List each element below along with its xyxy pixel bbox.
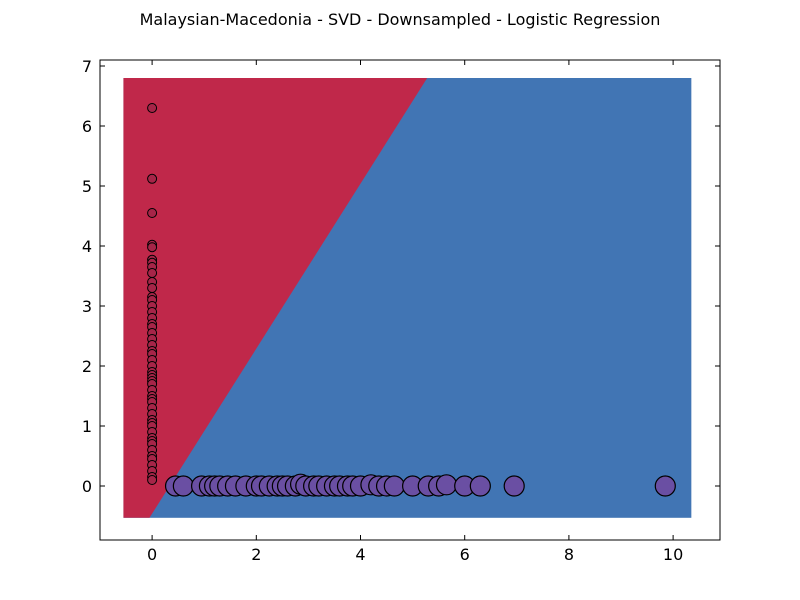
class-a-point bbox=[147, 242, 158, 253]
class-a-point bbox=[147, 173, 158, 184]
class-b-point bbox=[654, 475, 676, 497]
class-a-point bbox=[147, 283, 158, 293]
class-b-point bbox=[435, 474, 458, 496]
class-b-point bbox=[503, 475, 525, 497]
y-tick-label: 0 bbox=[82, 477, 92, 496]
y-tick-label: 1 bbox=[82, 417, 92, 436]
y-tick-label: 7 bbox=[82, 57, 92, 76]
class-a-point bbox=[147, 268, 158, 278]
class-b-points bbox=[164, 473, 676, 497]
y-tick-label: 2 bbox=[82, 357, 92, 376]
region-class-a bbox=[123, 78, 428, 518]
plot-frame bbox=[99, 59, 721, 541]
x-tick-label: 10 bbox=[663, 545, 683, 564]
class-a-point bbox=[147, 103, 158, 113]
y-tick-label: 5 bbox=[82, 177, 92, 196]
x-tick-label: 2 bbox=[251, 545, 261, 564]
x-tick-label: 4 bbox=[355, 545, 365, 564]
class-a-point bbox=[147, 208, 158, 218]
class-b-point bbox=[383, 475, 405, 497]
chart-title: Malaysian-Macedonia - SVD - Downsampled … bbox=[139, 10, 661, 29]
x-tick-label: 8 bbox=[564, 545, 574, 564]
y-tick-label: 6 bbox=[82, 117, 92, 136]
y-tick-label: 3 bbox=[82, 297, 92, 316]
class-b-point bbox=[469, 475, 491, 497]
class-a-points bbox=[147, 103, 158, 485]
y-tick-label: 4 bbox=[82, 237, 92, 256]
class-a-point bbox=[147, 475, 158, 485]
x-tick-label: 0 bbox=[147, 545, 157, 564]
axis-ticks: 0 2 4 6 8 10 0 1 2 3 4 5 6 7 bbox=[82, 57, 720, 564]
x-tick-label: 6 bbox=[460, 545, 470, 564]
decision-regions bbox=[123, 78, 692, 518]
class-b-point bbox=[172, 475, 194, 497]
